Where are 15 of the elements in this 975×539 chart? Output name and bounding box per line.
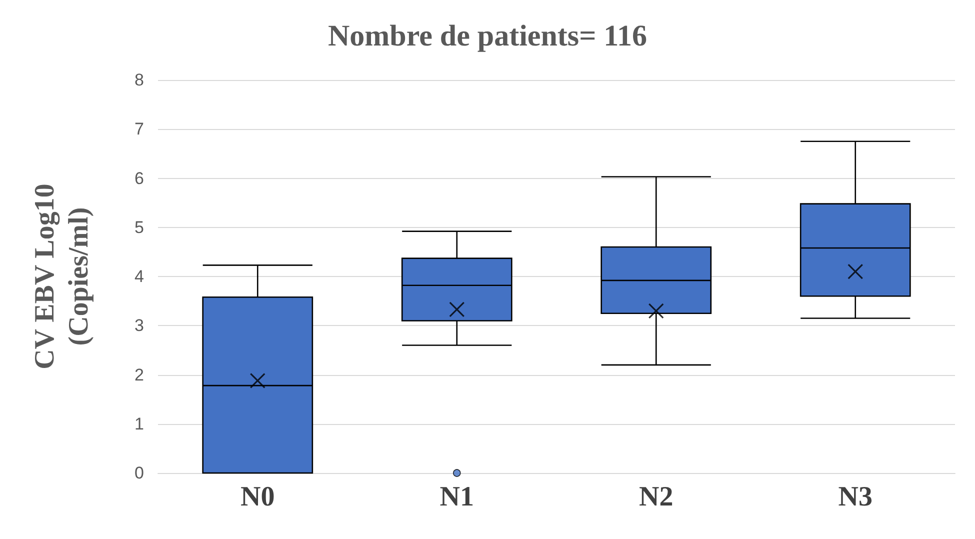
y-tick-label: 4 xyxy=(134,267,144,286)
y-axis-title: CV EBV Log10 (Copies/ml) xyxy=(30,184,94,370)
x-tick-label: N0 xyxy=(240,482,275,512)
y-tick-label: 1 xyxy=(134,414,144,434)
x-tick-label: N1 xyxy=(440,482,474,512)
y-tick-label: 7 xyxy=(134,120,144,139)
y-tick-label: 5 xyxy=(134,218,144,237)
y-tick-label: 6 xyxy=(134,168,144,188)
y-tick-label: 0 xyxy=(134,464,144,482)
x-tick-label: N2 xyxy=(639,482,674,512)
x-tick-label: N3 xyxy=(838,482,872,512)
y-tick-label: 2 xyxy=(134,365,144,384)
chart-title: Nombre de patients= 116 xyxy=(328,20,648,52)
y-tick-label: 8 xyxy=(134,70,144,90)
y-tick-label: 3 xyxy=(134,316,144,336)
